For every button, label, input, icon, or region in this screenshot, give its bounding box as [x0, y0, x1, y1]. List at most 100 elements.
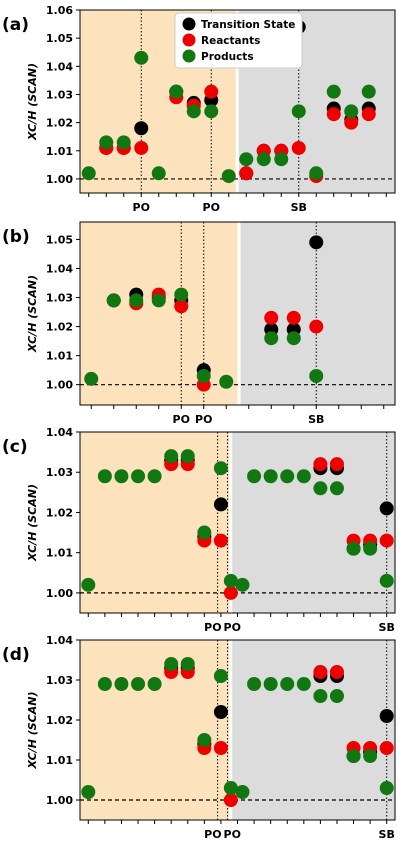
point-p-7	[197, 733, 212, 747]
point-p-1	[106, 293, 121, 308]
point-r-2	[134, 140, 149, 155]
point-r-9	[379, 741, 394, 755]
marker-label-1: PO	[224, 828, 241, 841]
ytick-label-6: 1.06	[46, 4, 73, 17]
ytick-label-2: 1.02	[46, 506, 73, 519]
plot-frame	[79, 221, 396, 406]
point-p-1	[97, 677, 112, 691]
point-p-6	[219, 374, 234, 389]
point-p-5	[164, 449, 179, 464]
ytick-label-3: 1.03	[46, 466, 73, 479]
ytick-label-0: 1.00	[46, 173, 73, 186]
ytick-label-1: 1.01	[46, 547, 73, 560]
point-p-2	[114, 469, 129, 484]
point-p-11	[274, 152, 289, 167]
point-r-11	[326, 107, 341, 122]
point-p-12	[263, 677, 278, 691]
ytick-label-4: 1.04	[46, 426, 73, 439]
point-p-12	[263, 469, 278, 484]
gray-region	[232, 432, 395, 613]
marker-label-2: SB	[379, 621, 395, 634]
ytick-label-4: 1.04	[46, 634, 73, 647]
marker-label-0: PO	[204, 621, 221, 634]
point-p-7	[204, 104, 219, 119]
point-p-1	[99, 135, 114, 150]
y-axis-label: XC/H (SCAN)	[26, 275, 39, 353]
point-ts-8	[379, 501, 394, 516]
point-p-3	[131, 469, 146, 484]
ytick-label-5: 1.05	[46, 233, 73, 246]
point-r-4	[223, 585, 238, 600]
legend-label-ts: Transition State	[201, 19, 295, 31]
ytick-label-0: 1.00	[46, 379, 73, 392]
point-p-10	[235, 785, 250, 799]
point-p-13	[280, 469, 295, 484]
point-p-8	[221, 169, 236, 184]
marker-label-2: SB	[379, 828, 395, 841]
legend-marker-r	[182, 33, 196, 47]
point-p-0	[84, 371, 99, 386]
point-r-6	[329, 665, 344, 679]
point-p-16	[329, 689, 344, 703]
point-p-2	[129, 293, 144, 308]
point-p-19	[379, 781, 394, 795]
point-p-17	[346, 541, 361, 556]
point-p-14	[326, 84, 341, 99]
point-ts-3	[213, 705, 228, 719]
y-axis-label: XC/H (SCAN)	[26, 484, 39, 562]
orange-region	[80, 640, 230, 820]
marker-label-2: SB	[308, 413, 324, 426]
point-p-16	[361, 84, 376, 99]
point-p-0	[81, 577, 96, 592]
point-p-15	[313, 689, 328, 703]
point-r-6	[286, 310, 301, 325]
point-r-5	[204, 84, 219, 99]
orange-region	[80, 432, 230, 613]
point-p-17	[346, 749, 361, 763]
plot-area	[80, 432, 395, 613]
point-p-12	[291, 104, 306, 119]
chart-panel-3: 1.00 1.01 1.02 1.03 1.04 PO PO SB XC/H (SCAN) (d)	[2, 634, 396, 841]
point-p-15	[313, 481, 328, 496]
marker-label-2: SB	[291, 201, 307, 214]
point-r-6	[329, 457, 344, 472]
point-r-6	[239, 166, 254, 181]
ytick-label-2: 1.02	[46, 321, 73, 334]
point-p-5	[196, 368, 211, 383]
legend-label-r: Reactants	[201, 35, 260, 47]
orange-region	[80, 222, 238, 405]
ytick-label-4: 1.04	[46, 60, 73, 73]
point-p-7	[264, 331, 279, 346]
point-r-3	[213, 533, 228, 548]
point-p-4	[174, 287, 189, 302]
point-r-4	[223, 793, 238, 807]
point-p-4	[147, 677, 162, 691]
point-r-5	[313, 665, 328, 679]
point-p-6	[186, 104, 201, 119]
point-p-18	[363, 749, 378, 763]
plot-area	[80, 640, 395, 820]
point-r-7	[309, 319, 324, 334]
point-p-6	[180, 657, 195, 671]
panel-label: (a)	[2, 15, 29, 35]
ytick-label-0: 1.00	[46, 794, 73, 807]
point-p-19	[379, 573, 394, 588]
point-p-9	[223, 573, 238, 588]
legend-label-p: Products	[201, 51, 254, 63]
point-r-3	[213, 741, 228, 755]
panel-label: (d)	[2, 645, 30, 665]
point-p-0	[81, 785, 96, 799]
chart-panel-2: 1.00 1.01 1.02 1.03 1.04 PO PO SB XC/H (SCAN) (c)	[2, 426, 396, 634]
ytick-label-1: 1.01	[46, 754, 73, 767]
y-axis-label: XC/H (SCAN)	[26, 692, 39, 770]
point-p-15	[344, 104, 359, 119]
point-p-5	[164, 657, 179, 671]
point-p-14	[296, 469, 311, 484]
plot-area	[80, 222, 395, 405]
ytick-label-4: 1.04	[46, 262, 73, 275]
ytick-label-1: 1.01	[46, 145, 73, 158]
point-p-9	[309, 368, 324, 383]
point-p-4	[147, 469, 162, 484]
point-r-5	[264, 310, 279, 325]
panel-label: (b)	[2, 227, 30, 247]
